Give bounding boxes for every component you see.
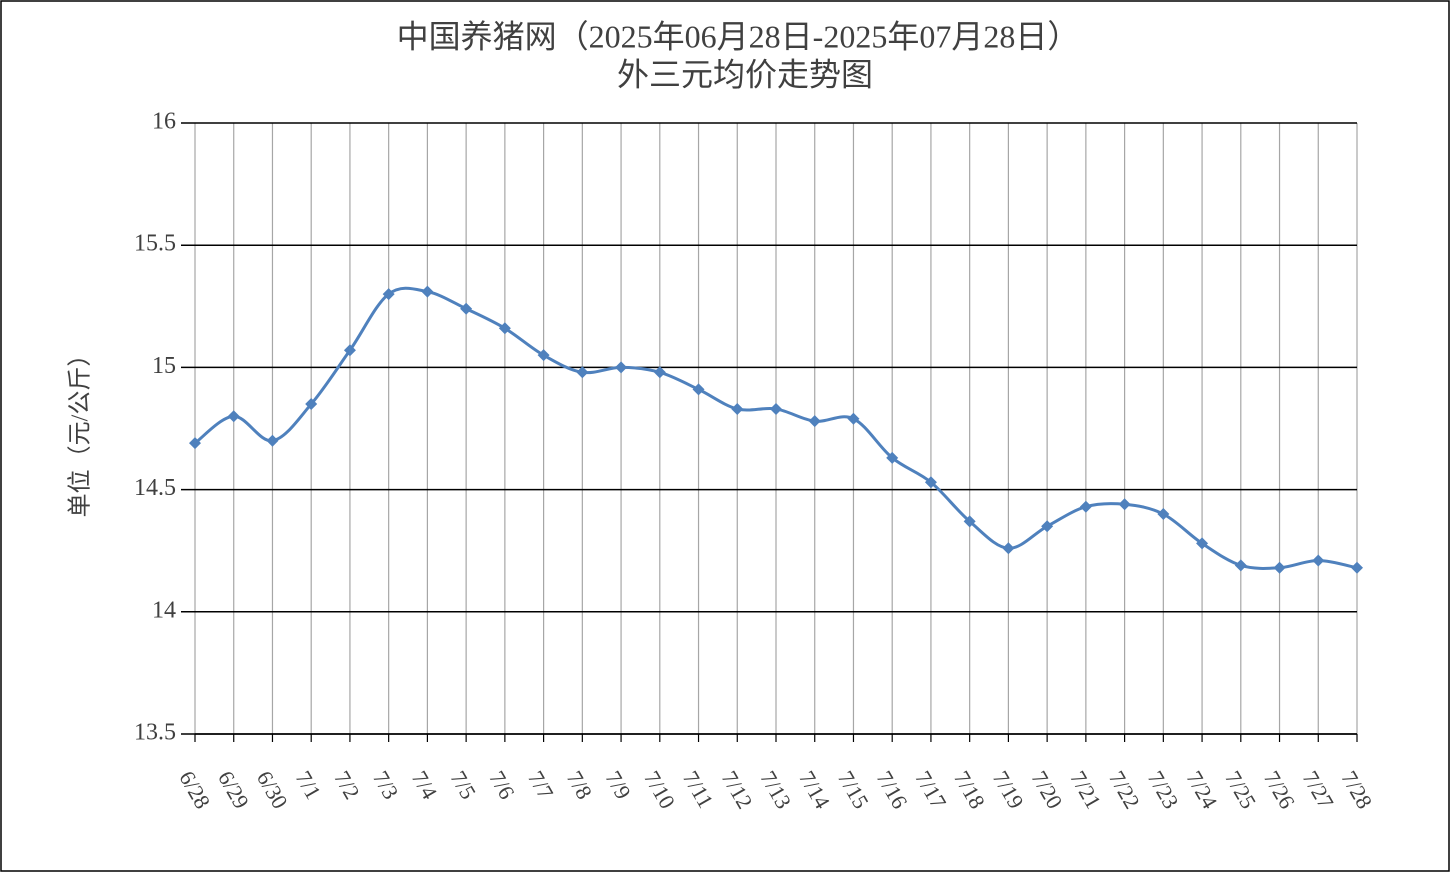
y-tick-label: 15.5 <box>134 231 176 257</box>
marker <box>1157 508 1170 521</box>
marker <box>1079 500 1092 513</box>
y-tick-label: 15 <box>152 353 176 379</box>
marker <box>1234 559 1247 572</box>
marker <box>305 398 318 411</box>
marker <box>847 412 860 425</box>
marker <box>924 476 937 489</box>
marker <box>1312 554 1325 567</box>
marker <box>421 285 434 298</box>
marker <box>498 322 511 335</box>
marker <box>653 366 666 379</box>
marker <box>1118 498 1131 511</box>
marker <box>808 415 821 428</box>
y-tick-label: 14 <box>152 597 176 623</box>
marker <box>576 366 589 379</box>
marker <box>1273 561 1286 574</box>
marker <box>189 437 201 450</box>
marker <box>1002 542 1015 555</box>
marker <box>266 434 279 447</box>
marker <box>615 361 628 374</box>
marker <box>731 402 744 415</box>
marker <box>770 402 782 415</box>
marker <box>537 349 550 362</box>
marker <box>343 344 356 357</box>
marker <box>1196 537 1209 550</box>
marker <box>382 288 395 301</box>
y-tick-label: 14.5 <box>134 475 176 501</box>
chart-subtitle: 外三元均价走势图 <box>617 56 873 92</box>
marker <box>1041 520 1054 533</box>
marker <box>1351 561 1363 574</box>
marker <box>886 451 899 464</box>
marker <box>227 410 240 423</box>
y-tick-label: 13.5 <box>134 720 176 746</box>
marker <box>963 515 976 528</box>
marker <box>460 302 473 315</box>
y-axis-label: 单位（元/公斤） <box>67 343 94 518</box>
marker <box>692 383 705 396</box>
y-tick-label: 16 <box>152 109 176 135</box>
chart-title: 中国养猪网（2025年06月28日-2025年07月28日） <box>397 18 1080 54</box>
